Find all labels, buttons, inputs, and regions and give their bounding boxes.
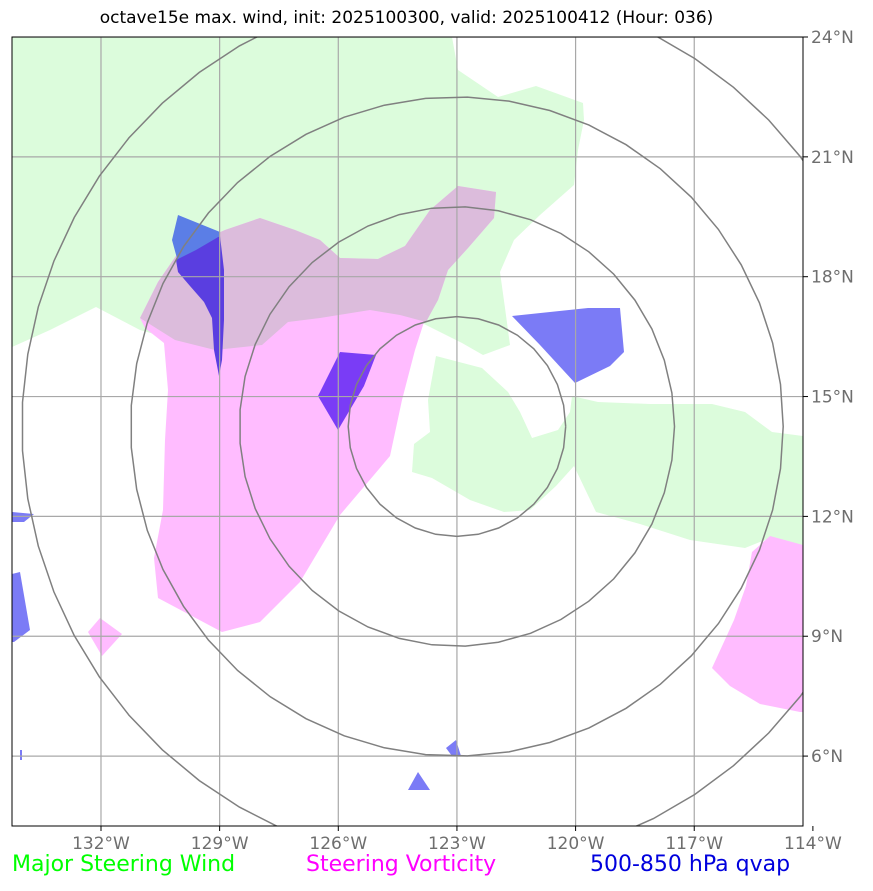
lon-tick-label: 120°W	[547, 834, 605, 854]
vorticity-area-small	[88, 618, 122, 656]
range-ring	[347, 315, 567, 538]
lon-tick-label: 117°W	[665, 834, 723, 854]
vorticity-layer	[88, 186, 803, 712]
lat-tick-label: 15°N	[811, 388, 854, 408]
legend-steering-wind: Major Steering Wind	[12, 852, 236, 877]
axis-ticks: 132°W 129°W 126°W 123°W 120°W 117°W 114°W 24°N 2…	[72, 28, 854, 854]
lat-tick-label: 9°N	[811, 627, 843, 647]
lat-tick-label: 12°N	[811, 507, 854, 527]
lat-lon-grid	[12, 37, 803, 826]
qvap-area-northwest-core	[176, 236, 224, 376]
qvap-area-west-small	[12, 512, 34, 522]
range-ring	[130, 96, 784, 757]
map-frame	[11, 36, 804, 827]
qvap-layer	[12, 215, 624, 790]
lon-tick-label: 114°W	[784, 834, 842, 854]
range-ring	[239, 206, 676, 647]
lat-tick-label: 24°N	[811, 28, 854, 48]
legend-qvap: 500-850 hPa qvap	[590, 852, 791, 877]
qvap-area-center	[318, 352, 376, 430]
qvap-area-west-edge	[12, 572, 30, 642]
steering-wind-area-east	[412, 356, 803, 548]
vorticity-area-overlap	[140, 186, 496, 350]
lat-tick-label: 21°N	[811, 148, 854, 168]
qvap-area-south-2	[446, 740, 461, 756]
range-ring	[21, 37, 803, 826]
lat-tick-label: 18°N	[811, 268, 854, 288]
qvap-area-south-1	[408, 772, 430, 790]
vorticity-area-east	[712, 536, 803, 712]
qvap-area-northwest	[172, 215, 220, 262]
map-title: octave15e max. wind, init: 2025100300, v…	[99, 8, 714, 28]
qvap-area-east	[512, 308, 624, 383]
range-rings	[21, 37, 803, 826]
lat-tick-label: 6°N	[811, 747, 843, 767]
legend-steering-vorticity: Steering Vorticity	[306, 852, 497, 877]
lon-tick-label: 132°W	[72, 834, 130, 854]
lon-tick-label: 129°W	[191, 834, 249, 854]
lon-tick-label: 123°W	[428, 834, 486, 854]
lon-tick-label: 126°W	[309, 834, 367, 854]
qvap-area-southwest-dot	[20, 750, 22, 760]
